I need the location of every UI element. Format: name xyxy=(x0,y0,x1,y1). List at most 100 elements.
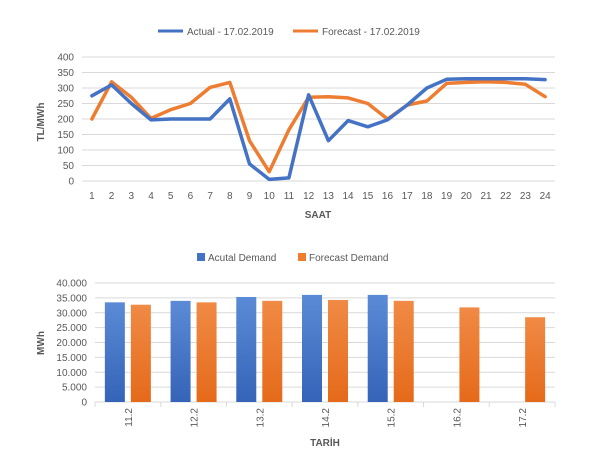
series-1-point xyxy=(169,108,172,111)
x-tick-label: 8 xyxy=(227,191,233,202)
series-0-point xyxy=(327,139,330,142)
series-0-point xyxy=(366,125,369,128)
bar-actual xyxy=(170,300,191,402)
series-line-0 xyxy=(90,76,547,182)
series-0-point xyxy=(386,118,389,122)
y-tick-label: 25.000 xyxy=(56,323,87,334)
series-0-point xyxy=(425,86,429,90)
x-tick-label: 1 xyxy=(89,191,95,202)
y-tick-label: 15.000 xyxy=(56,353,87,364)
x-tick-label: 13 xyxy=(323,191,335,202)
bar-forecast xyxy=(525,317,546,402)
y-tick-label: 350 xyxy=(57,68,74,79)
x-tick-label: 5 xyxy=(168,191,174,202)
bar-chart-x-axis-title: TARİH xyxy=(310,436,340,449)
series-1-point xyxy=(445,82,448,85)
y-tick-label: 250 xyxy=(57,99,74,110)
line-chart-y-axis-title: TL/MWh xyxy=(36,103,47,142)
series-1-point xyxy=(524,83,527,86)
series-line-1 xyxy=(90,80,547,174)
bar-chart: Acutal Demand Forecast Demand 0 5.000 10.0… xyxy=(36,253,556,449)
series-0-point xyxy=(543,78,547,81)
x-tick-label: 3 xyxy=(128,191,134,202)
series-0-point xyxy=(130,102,133,105)
bar-actual xyxy=(367,294,388,402)
series-0-point xyxy=(268,178,271,181)
x-tick-label: 19 xyxy=(441,191,453,202)
legend-actual-label: Actual - 17.02.2019 xyxy=(187,27,274,38)
bar-actual xyxy=(104,302,125,402)
x-tick-label: 11.2 xyxy=(124,408,135,427)
series-1-point xyxy=(189,102,192,105)
x-tick-label: 21 xyxy=(480,191,492,202)
x-tick-label: 15.2 xyxy=(387,408,398,428)
bar-forecast xyxy=(130,304,151,402)
x-tick-label: 18 xyxy=(421,191,433,202)
series-0-point xyxy=(189,117,192,121)
y-tick-label: 300 xyxy=(57,84,74,95)
x-tick-label: 16 xyxy=(382,191,394,202)
series-0-point xyxy=(504,77,507,80)
series-0-point xyxy=(307,93,310,97)
x-tick-label: 14 xyxy=(343,191,355,202)
series-1-point xyxy=(287,128,291,132)
series-1-point xyxy=(268,170,271,173)
y-tick-label: 100 xyxy=(57,146,74,157)
series-0-point xyxy=(287,176,291,180)
y-tick-label: 200 xyxy=(57,115,74,126)
x-tick-label: 23 xyxy=(520,191,532,202)
line-chart-series xyxy=(90,76,547,182)
x-tick-label: 16.2 xyxy=(452,408,463,428)
bar-actual xyxy=(302,294,322,402)
series-0-point xyxy=(169,117,172,121)
series-1-point xyxy=(110,80,113,84)
x-tick-label: 10 xyxy=(264,191,276,202)
x-tick-label: 11 xyxy=(284,191,295,202)
x-tick-label: 17 xyxy=(402,191,414,202)
x-tick-label: 20 xyxy=(461,191,473,202)
x-tick-label: 13.2 xyxy=(255,408,266,428)
series-1-point xyxy=(346,96,350,100)
x-tick-label: 6 xyxy=(188,191,194,202)
bar-chart-y-axis-title: MWh xyxy=(36,331,47,355)
legend-forecast-label: Forecast - 17.02.2019 xyxy=(322,27,420,38)
bar-chart-x-ticks: 11.2 12.2 13.2 14.2 15.2 16.2 17.2 xyxy=(124,408,529,428)
y-tick-label: 10.000 xyxy=(56,368,87,379)
line-chart-x-ticks: 1 2 3 4 5 6 7 8 9 10 11 12 13 14 15 16 17 18 19 20 21 22 23 24 xyxy=(89,191,551,202)
bar-actual xyxy=(236,296,257,402)
bar-chart-gridlines xyxy=(94,282,556,407)
line-chart-x-axis-title: SAAT xyxy=(305,210,331,221)
y-tick-label: 35.000 xyxy=(56,293,87,304)
series-1-point xyxy=(366,102,369,105)
y-tick-label: 0 xyxy=(68,177,74,188)
series-1-point xyxy=(543,95,547,98)
series-1-point xyxy=(90,117,94,121)
x-tick-label: 22 xyxy=(500,191,512,202)
y-tick-label: 40.000 xyxy=(56,279,87,290)
series-1-point xyxy=(228,81,232,84)
x-tick-label: 12.2 xyxy=(190,408,201,428)
x-tick-label: 9 xyxy=(247,191,253,202)
legend-forecast-demand-swatch xyxy=(298,253,306,261)
bar-chart-bars xyxy=(104,294,546,402)
y-tick-label: 30.000 xyxy=(56,308,87,319)
legend-actual-demand-label: Acutal Demand xyxy=(208,253,276,264)
line-chart-legend: Actual - 17.02.2019 Forecast - 17.02.201… xyxy=(158,27,420,38)
x-tick-label: 24 xyxy=(540,191,552,202)
series-0-point xyxy=(405,103,409,107)
y-tick-label: 400 xyxy=(57,53,74,64)
series-0-point xyxy=(208,117,212,121)
legend-actual-demand-swatch xyxy=(197,253,205,261)
x-tick-label: 17.2 xyxy=(518,408,529,428)
series-1-point xyxy=(465,81,468,84)
series-1-point xyxy=(425,99,429,103)
y-tick-label: 50 xyxy=(63,161,75,172)
bar-forecast xyxy=(262,300,283,402)
y-tick-label: 5.000 xyxy=(62,383,87,394)
x-tick-label: 14.2 xyxy=(321,408,332,428)
series-0-point xyxy=(484,77,488,80)
y-tick-label: 0 xyxy=(81,398,87,409)
series-0-point xyxy=(110,83,113,87)
x-tick-label: 2 xyxy=(109,191,115,202)
series-1-point xyxy=(248,139,251,142)
